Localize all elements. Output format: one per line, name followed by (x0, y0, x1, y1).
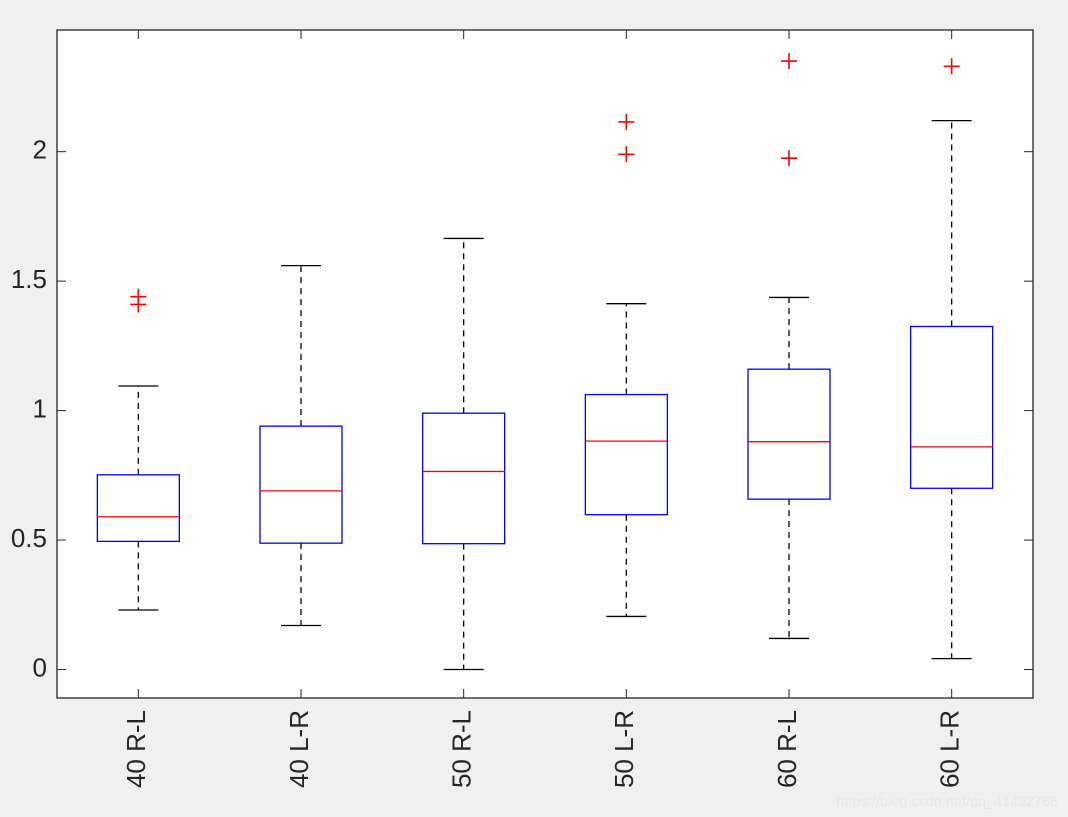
x-tick-label: 50 R-L (447, 710, 477, 788)
box-iqr (584, 393, 668, 516)
outlier-marker (781, 53, 797, 70)
x-tick-label: 40 R-L (121, 710, 151, 788)
outlier-marker (130, 288, 147, 305)
outlier-marker (781, 150, 797, 167)
y-tick-label: 1 (33, 393, 47, 423)
box-iqr (910, 325, 994, 489)
plot-area (57, 30, 1033, 698)
y-tick-label: 0.5 (11, 523, 47, 553)
box-iqr (259, 425, 343, 544)
x-tick-label: 60 L-R (935, 710, 965, 788)
outlier-marker (618, 113, 635, 130)
axes-frame (56, 29, 1034, 699)
x-tick-label: 60 R-L (772, 710, 802, 788)
y-tick-label: 0 (33, 652, 47, 682)
x-tick-label: 40 L-R (284, 710, 314, 788)
y-tick-label: 2 (33, 135, 47, 165)
watermark: https://blog.csdn.net/qq_41492768 (836, 793, 1058, 809)
box-iqr (96, 474, 180, 543)
outlier-marker (618, 146, 635, 163)
y-tick-label: 1.5 (11, 264, 47, 294)
box-iqr (422, 412, 506, 545)
x-tick-label: 50 L-R (609, 710, 639, 788)
box-iqr (747, 368, 831, 500)
outlier-marker (943, 58, 960, 75)
